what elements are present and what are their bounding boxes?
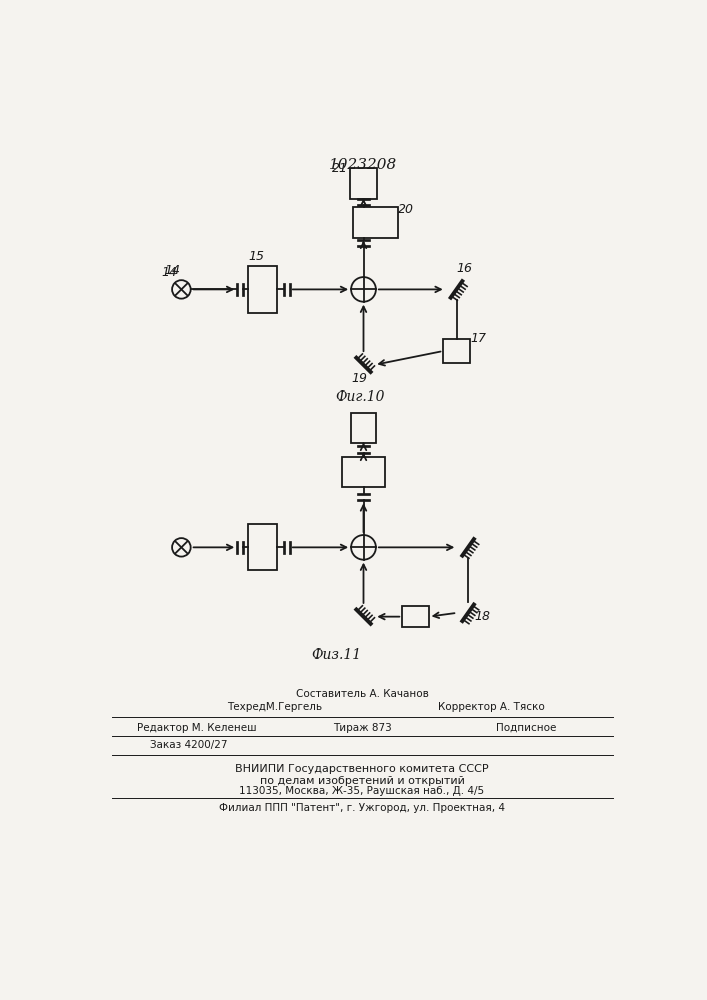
Text: Редактор М. Келенеш: Редактор М. Келенеш — [137, 723, 257, 733]
Text: 20: 20 — [398, 203, 414, 216]
Text: Составитель А. Качанов: Составитель А. Качанов — [296, 689, 428, 699]
Bar — [248, 266, 277, 312]
Text: Заказ 4200/27: Заказ 4200/27 — [151, 740, 228, 750]
Text: 16: 16 — [456, 262, 472, 275]
Bar — [402, 606, 428, 627]
Text: Филиал ППП "Патент", г. Ужгород, ул. Проектная, 4: Филиал ППП "Патент", г. Ужгород, ул. Про… — [219, 803, 505, 813]
Text: Тираж 873: Тираж 873 — [332, 723, 392, 733]
Text: ВНИИПИ Государственного комитета СССР: ВНИИПИ Государственного комитета СССР — [235, 764, 489, 774]
Text: Физ.11: Физ.11 — [311, 648, 361, 662]
Text: 17: 17 — [470, 332, 486, 345]
Text: по делам изобретений и открытий: по делам изобретений и открытий — [259, 776, 464, 786]
Text: Корректор А. Тяско: Корректор А. Тяско — [438, 702, 545, 712]
Text: 19: 19 — [351, 372, 368, 385]
Text: Подписное: Подписное — [496, 723, 556, 733]
Bar — [248, 524, 277, 570]
Text: 21: 21 — [332, 162, 349, 175]
Bar — [353, 207, 397, 238]
Text: Фиг.10: Фиг.10 — [335, 390, 385, 404]
Bar — [351, 168, 377, 199]
Text: 18: 18 — [474, 610, 490, 624]
Text: 1023208: 1023208 — [329, 158, 397, 172]
Text: ТехредМ.Гергель: ТехредМ.Гергель — [227, 702, 322, 712]
Bar — [342, 457, 385, 487]
Bar — [443, 339, 469, 363]
Bar — [351, 413, 376, 443]
Text: 14: 14 — [162, 266, 177, 279]
Text: 113035, Москва, Ж-35, Раушская наб., Д. 4/5: 113035, Москва, Ж-35, Раушская наб., Д. … — [240, 786, 484, 796]
Text: 15: 15 — [249, 250, 264, 263]
Text: 14: 14 — [164, 264, 180, 277]
